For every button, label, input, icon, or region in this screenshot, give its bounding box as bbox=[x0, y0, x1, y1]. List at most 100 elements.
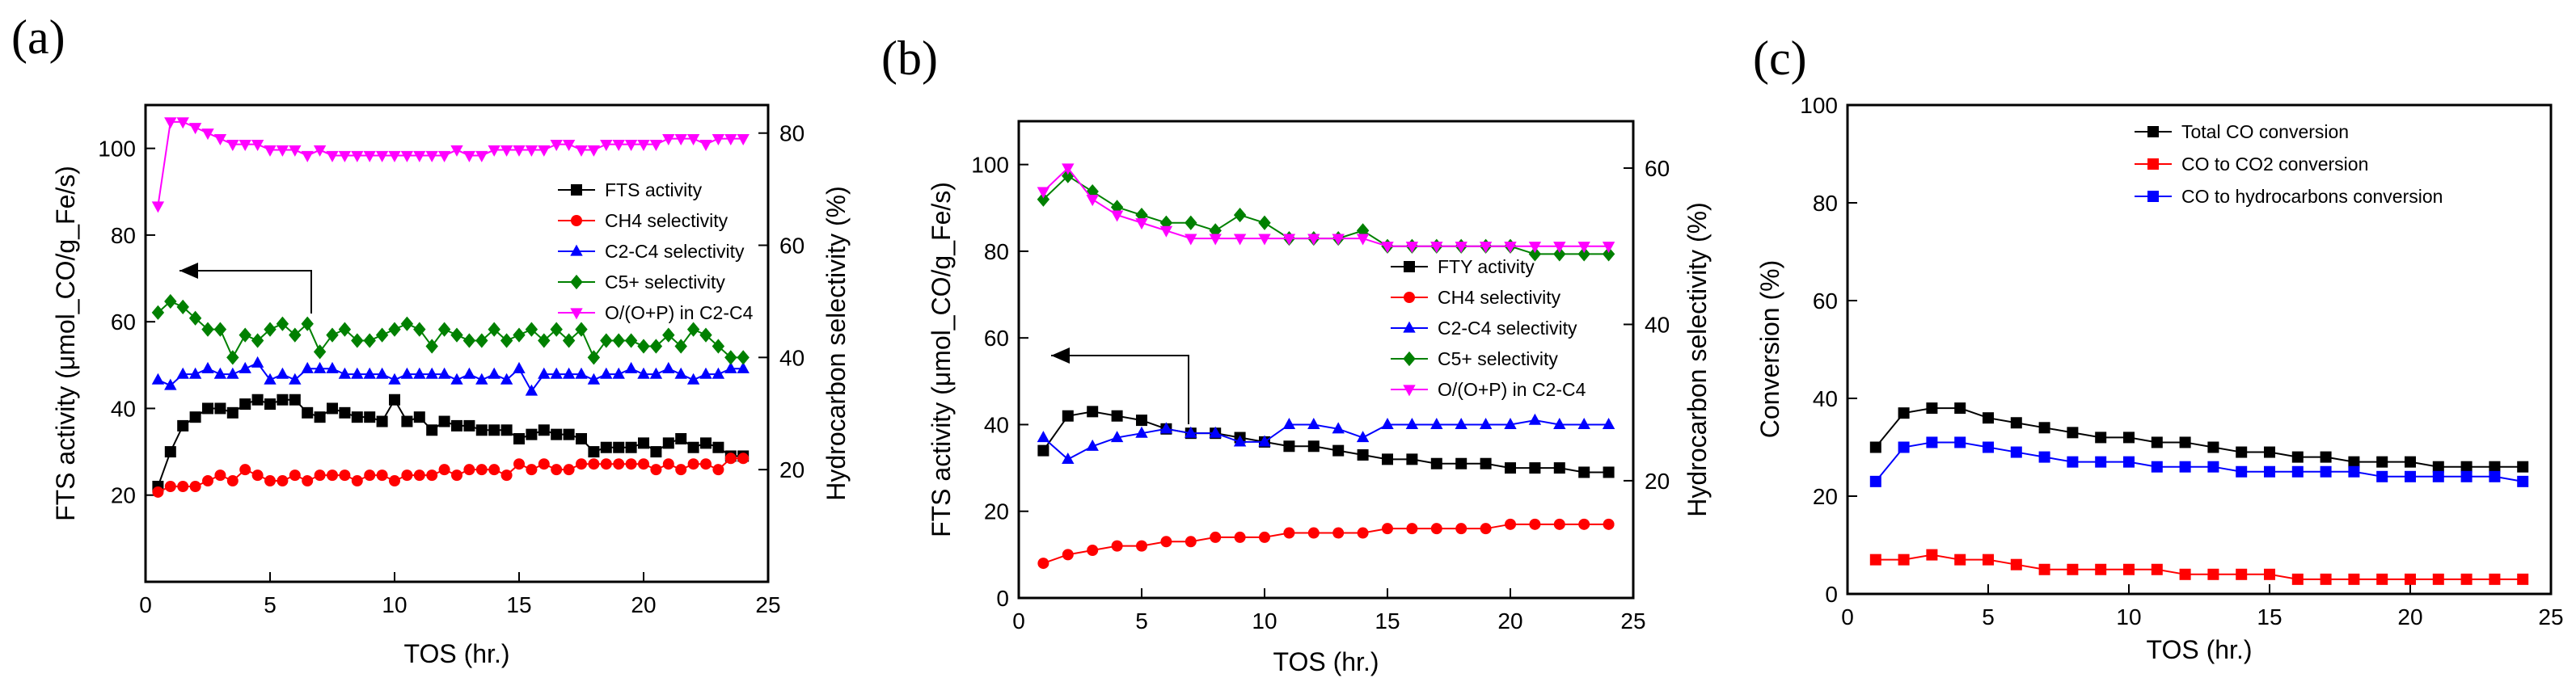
data-point-fty-activity bbox=[1062, 410, 1074, 422]
data-point-ch4-selectivity bbox=[364, 469, 376, 482]
data-point-fty-activity bbox=[1087, 406, 1099, 418]
data-point-o-o-p-in-c2-c4 bbox=[662, 134, 675, 146]
data-point-co-to-hydrocarbons-conversion bbox=[2236, 465, 2248, 478]
data-point-c2-c4-selectivity bbox=[239, 361, 251, 373]
data-point-co-to-hydrocarbons-conversion bbox=[1898, 441, 1910, 453]
data-point-ch4-selectivity bbox=[289, 469, 301, 482]
data-point-fts-activity bbox=[650, 446, 662, 458]
x-tick-label: 0 bbox=[1012, 608, 1025, 634]
data-point-c2-c4-selectivity bbox=[301, 361, 314, 373]
data-point-c5-selectivity bbox=[437, 322, 451, 337]
data-point-o-o-p-in-c2-c4 bbox=[1479, 242, 1493, 254]
data-point-c2-c4-selectivity bbox=[699, 367, 712, 379]
legend-marker-fts-activity bbox=[571, 184, 582, 196]
data-point-total-co-conversion bbox=[1983, 412, 1994, 424]
data-point-c2-c4-selectivity bbox=[488, 367, 500, 379]
x-tick-label: 10 bbox=[2116, 604, 2141, 629]
data-point-c2-c4-selectivity bbox=[164, 378, 177, 390]
data-point-ch4-selectivity bbox=[239, 464, 251, 476]
data-point-c5-selectivity bbox=[363, 333, 376, 348]
data-point-o-o-p-in-c2-c4 bbox=[1430, 242, 1443, 254]
y-tick-label: 100 bbox=[98, 137, 136, 162]
x-axis-label-b: TOS (hr.) bbox=[1273, 647, 1379, 676]
x-tick-label: 10 bbox=[1252, 608, 1277, 634]
series-line-c2-c4-selectivity bbox=[1042, 419, 1609, 461]
data-point-c5-selectivity bbox=[475, 333, 488, 348]
data-point-co-to-co2-conversion bbox=[1954, 554, 1966, 566]
x-tick-label: 20 bbox=[1497, 608, 1522, 634]
data-point-c2-c4-selectivity bbox=[226, 367, 239, 379]
data-point-o-o-p-in-c2-c4 bbox=[462, 150, 476, 162]
data-point-c2-c4-selectivity bbox=[737, 361, 750, 373]
data-point-fts-activity bbox=[413, 411, 425, 423]
data-point-c5-selectivity bbox=[413, 322, 426, 337]
data-point-o-o-p-in-c2-c4 bbox=[338, 150, 352, 162]
panel-label-c: (c) bbox=[1753, 32, 1807, 85]
arrow-annotation-b bbox=[1051, 347, 1189, 424]
data-point-c2-c4-selectivity bbox=[351, 367, 364, 379]
legend-label-co-to-hydrocarbons-conversion: CO to hydrocarbons conversion bbox=[2181, 186, 2443, 207]
data-point-ch4-selectivity bbox=[277, 475, 289, 487]
data-point-o-o-p-in-c2-c4 bbox=[612, 139, 625, 151]
data-point-ch4-selectivity bbox=[513, 458, 525, 470]
x-tick-label: 0 bbox=[1841, 604, 1854, 629]
data-point-co-to-hydrocarbons-conversion bbox=[2038, 451, 2050, 463]
data-point-c5-selectivity bbox=[686, 322, 700, 337]
y-tick-label: 80 bbox=[1813, 191, 1838, 216]
plot-frame-c bbox=[1846, 103, 2553, 596]
data-point-ch4-selectivity bbox=[724, 453, 737, 465]
data-point-o-o-p-in-c2-c4 bbox=[1455, 242, 1467, 254]
data-point-fty-activity bbox=[1357, 449, 1369, 461]
data-point-c5-selectivity bbox=[326, 327, 339, 343]
data-point-c2-c4-selectivity bbox=[1405, 418, 1419, 430]
data-point-ch4-selectivity bbox=[1505, 518, 1516, 530]
data-point-c2-c4-selectivity bbox=[1577, 418, 1590, 430]
data-point-co-to-co2-conversion bbox=[1869, 554, 1881, 566]
data-point-fts-activity bbox=[588, 446, 600, 458]
data-point-o-o-p-in-c2-c4 bbox=[699, 139, 712, 151]
data-point-c5-selectivity bbox=[575, 322, 588, 337]
data-point-ch4-selectivity bbox=[401, 469, 413, 482]
data-point-co-to-co2-conversion bbox=[2348, 573, 2360, 585]
legend-label-ch4-selectivity: CH4 selectivity bbox=[605, 210, 728, 231]
data-point-c5-selectivity bbox=[164, 293, 177, 309]
data-point-fts-activity bbox=[376, 415, 388, 427]
series-line-total-co-conversion bbox=[1875, 407, 2523, 468]
data-point-c5-selectivity bbox=[301, 316, 314, 331]
data-point-ch4-selectivity bbox=[1037, 558, 1049, 570]
data-point-o-o-p-in-c2-c4 bbox=[562, 139, 576, 151]
data-point-ch4-selectivity bbox=[202, 475, 213, 487]
data-point-c2-c4-selectivity bbox=[624, 361, 638, 373]
data-point-co-to-co2-conversion bbox=[2236, 568, 2248, 580]
data-point-c5-selectivity bbox=[712, 339, 725, 354]
data-point-co-to-hydrocarbons-conversion bbox=[1983, 441, 1994, 453]
y-tick-label: 0 bbox=[1825, 582, 1838, 607]
legend-label-c5-selectivity: C5+ selectivity bbox=[1438, 348, 1558, 369]
data-point-ch4-selectivity bbox=[1210, 531, 1222, 543]
data-point-co-to-hydrocarbons-conversion bbox=[2489, 470, 2501, 482]
data-point-c2-c4-selectivity bbox=[1553, 418, 1566, 430]
plot-frame-b bbox=[1017, 120, 1635, 600]
data-point-ch4-selectivity bbox=[264, 475, 276, 487]
data-point-ch4-selectivity bbox=[1357, 527, 1369, 539]
data-point-c2-c4-selectivity bbox=[724, 361, 737, 373]
data-point-o-o-p-in-c2-c4 bbox=[674, 134, 687, 146]
data-point-ch4-selectivity bbox=[1087, 545, 1099, 556]
data-point-ch4-selectivity bbox=[1332, 527, 1345, 539]
data-point-c5-selectivity bbox=[213, 322, 227, 337]
data-point-c2-c4-selectivity bbox=[1381, 418, 1394, 430]
y-tick-label: 100 bbox=[1800, 93, 1838, 118]
data-point-c2-c4-selectivity bbox=[1185, 426, 1197, 438]
data-point-co-to-co2-conversion bbox=[2095, 563, 2107, 575]
data-point-o-o-p-in-c2-c4 bbox=[724, 134, 737, 146]
data-point-c2-c4-selectivity bbox=[525, 384, 538, 396]
data-point-c5-selectivity bbox=[600, 333, 613, 348]
panel-label-a: (a) bbox=[11, 11, 65, 64]
data-point-c5-selectivity bbox=[251, 333, 264, 348]
data-point-total-co-conversion bbox=[2236, 446, 2248, 458]
data-point-o-o-p-in-c2-c4 bbox=[1233, 234, 1247, 246]
data-point-c2-c4-selectivity bbox=[662, 361, 675, 373]
data-point-total-co-conversion bbox=[2517, 461, 2529, 473]
data-point-ch4-selectivity bbox=[1578, 518, 1590, 530]
data-point-c5-selectivity bbox=[649, 339, 663, 354]
